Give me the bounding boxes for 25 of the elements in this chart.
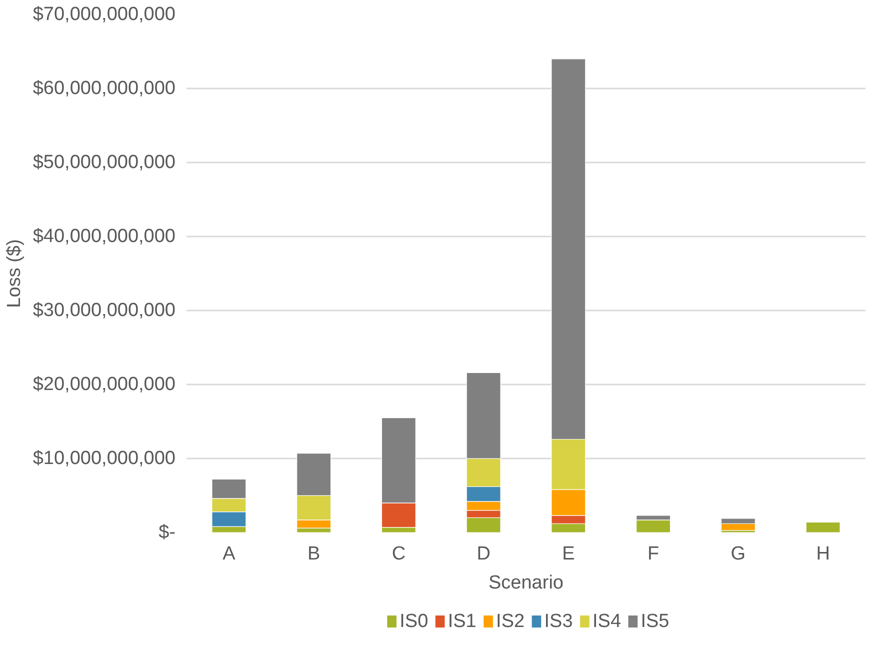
x-tick-label: E [562, 544, 575, 564]
x-tick-label: A [222, 544, 236, 564]
y-tick-label: $40,000,000,000 [32, 226, 176, 247]
legend-label: IS3 [544, 611, 573, 632]
y-tick-label: $70,000,000,000 [32, 4, 176, 25]
y-tick-label: $30,000,000,000 [32, 300, 176, 321]
y-tick-label: $50,000,000,000 [32, 152, 176, 173]
bar [806, 522, 840, 532]
y-tick-label: $60,000,000,000 [32, 78, 176, 99]
legend-label: IS4 [592, 611, 622, 632]
legend-label: IS5 [640, 611, 670, 632]
y-tick-label: $10,000,000,000 [32, 448, 176, 469]
legend-label: IS0 [400, 611, 428, 632]
legend-label: IS2 [496, 611, 525, 632]
y-tick-label: $20,000,000,000 [32, 374, 176, 395]
x-tick-label: C [392, 544, 406, 564]
x-tick-label: F [648, 544, 660, 564]
x-tick-label: G [730, 544, 746, 564]
x-axis-title: Scenario [488, 572, 564, 594]
y-tick-label: $- [158, 522, 176, 543]
x-tick-label: B [307, 544, 320, 564]
x-tick-label: D [476, 544, 490, 564]
y-axis-title: Loss ($) [4, 239, 25, 308]
x-tick-label: H [816, 544, 830, 564]
legend-label: IS1 [448, 611, 476, 632]
